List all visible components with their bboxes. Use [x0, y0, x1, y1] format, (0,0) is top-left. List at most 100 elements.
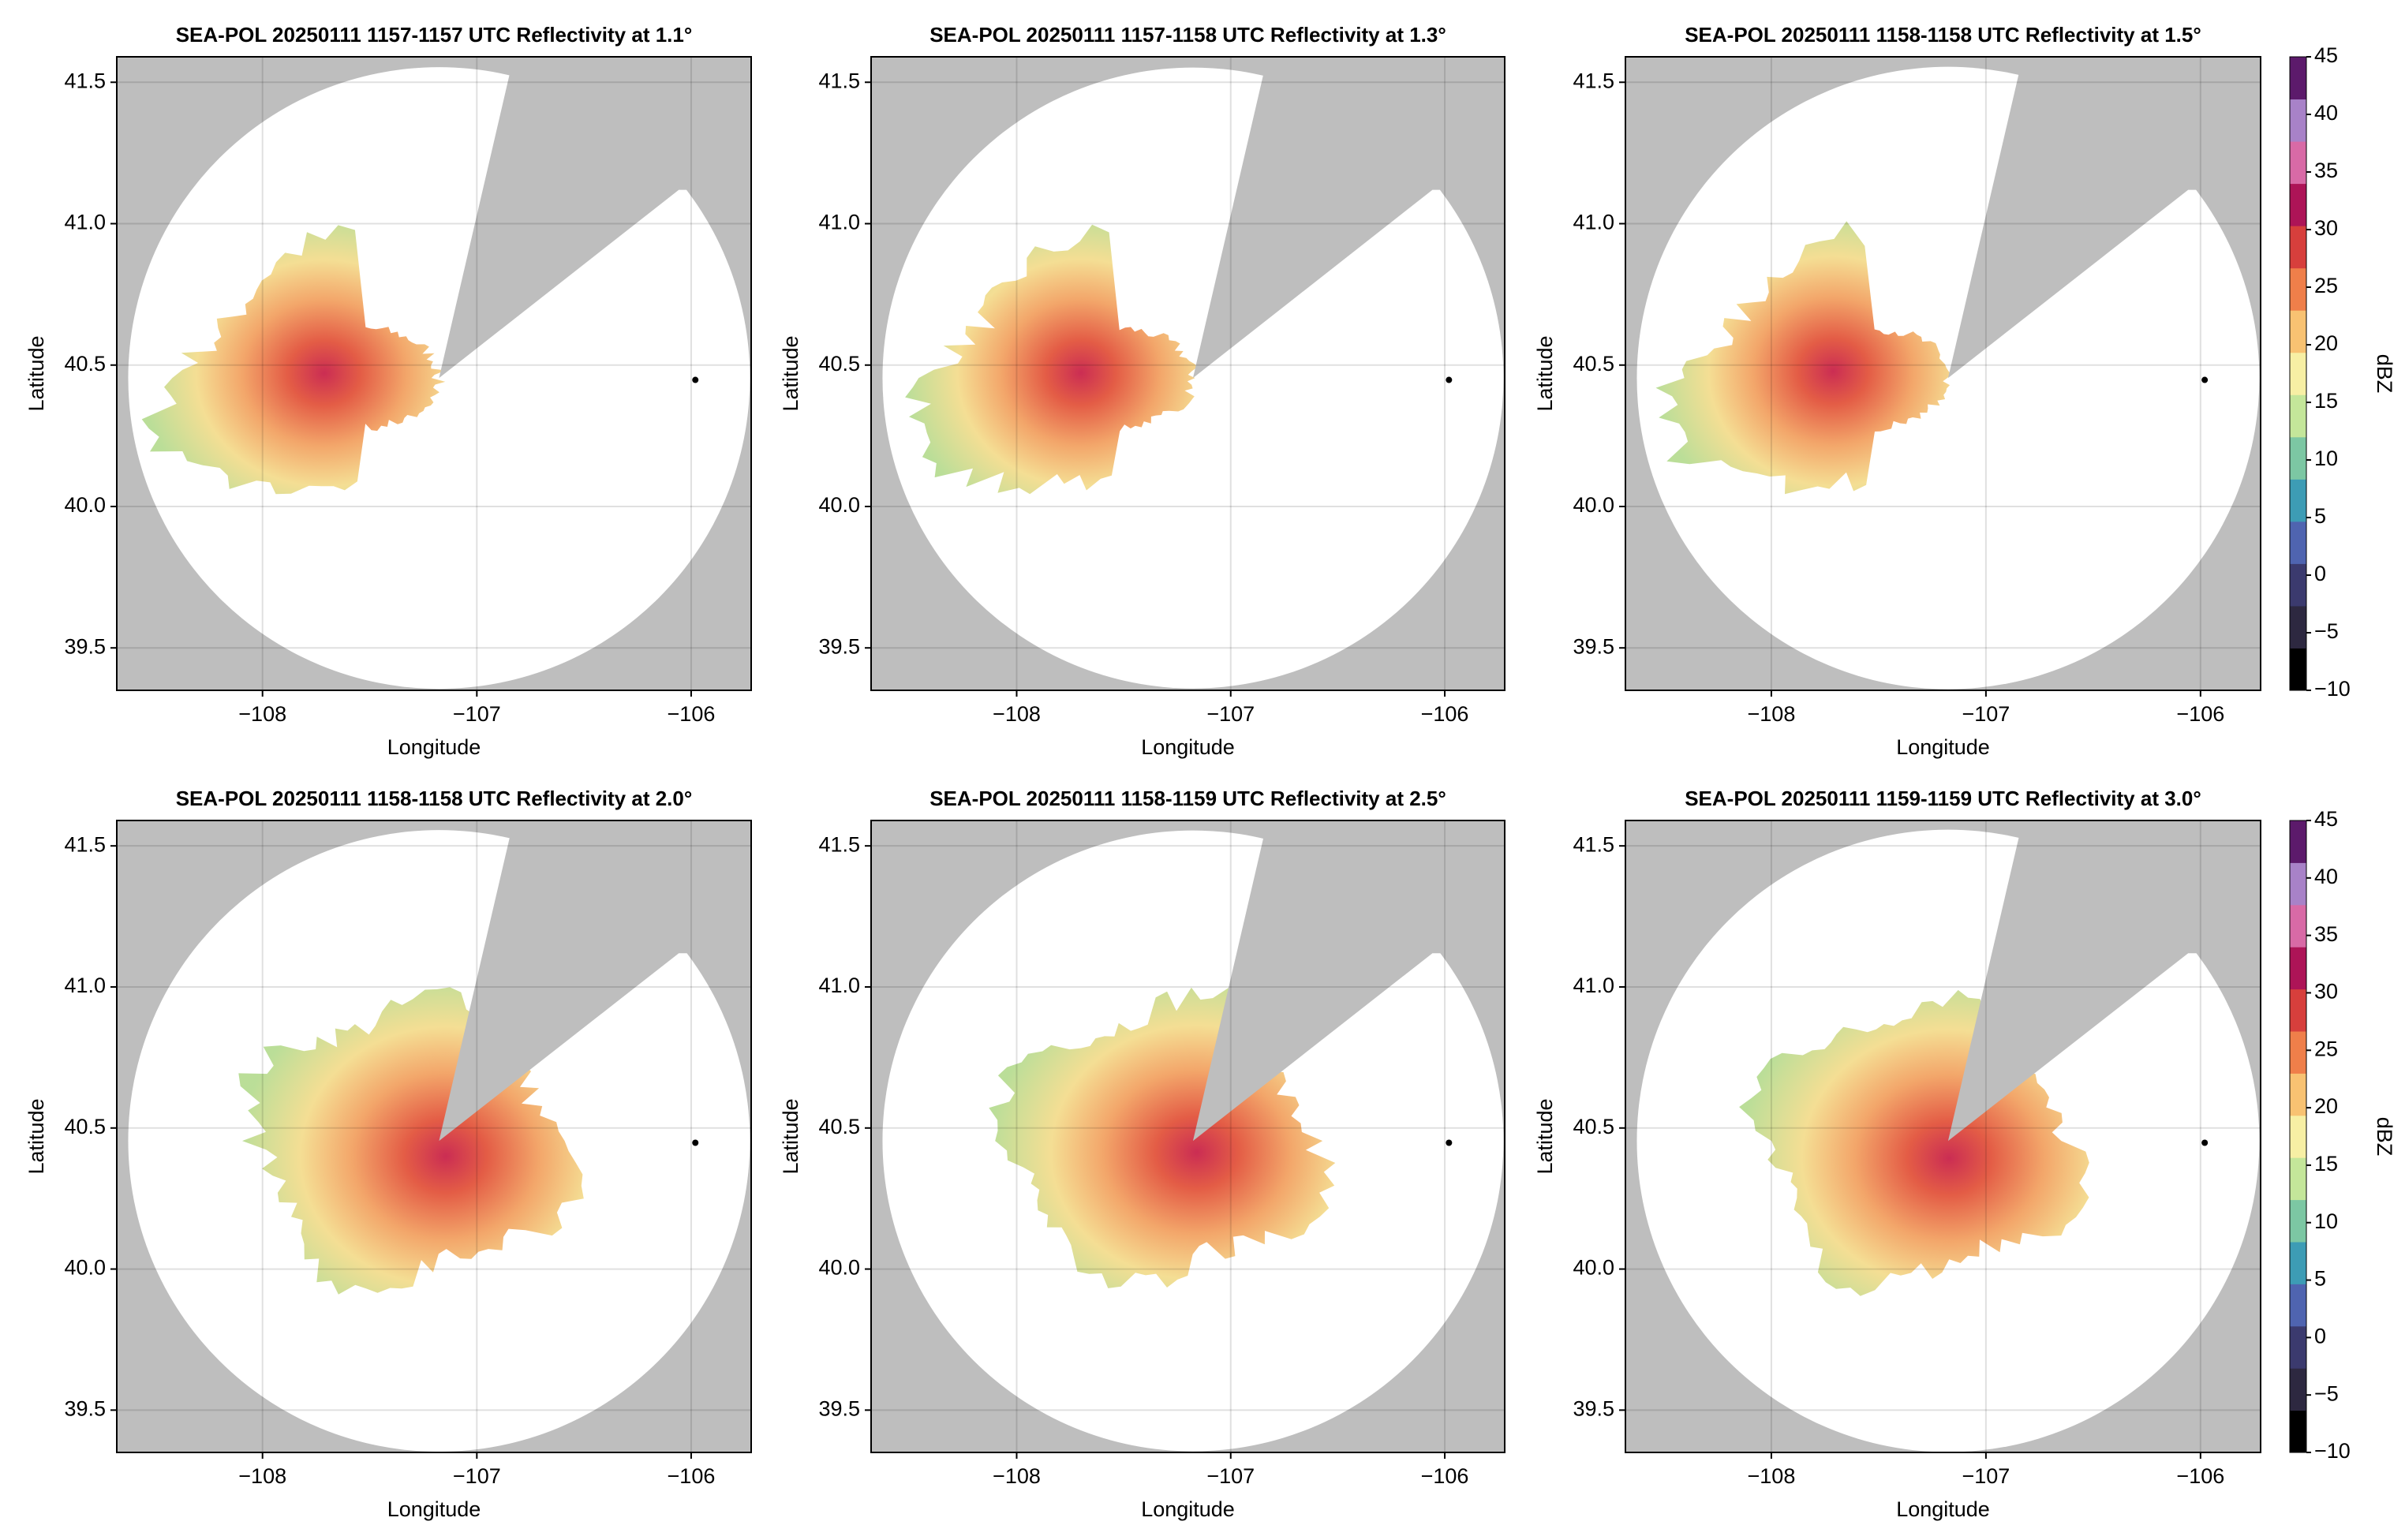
y-tick-label: 41.5: [818, 69, 860, 92]
y-tick-label: 40.0: [64, 493, 106, 517]
colorbar-bin: [2290, 394, 2306, 438]
chart-title: SEA-POL 20250111 1158-1158 UTC Reflectiv…: [176, 787, 693, 810]
y-tick-label: 41.5: [64, 832, 106, 856]
blocked-sector: [439, 57, 751, 379]
colorbar-bin: [2290, 904, 2306, 948]
reflectivity-echo: [1655, 221, 1951, 495]
y-axis-label: Latitude: [1533, 1098, 1557, 1174]
site-marker: [1446, 376, 1453, 383]
y-tick-label: 40.5: [1573, 352, 1614, 376]
plot-area: [1625, 57, 2261, 690]
y-axis-label: Latitude: [779, 1098, 802, 1174]
y-tick-label: 41.0: [64, 974, 106, 997]
y-tick-label: 41.0: [64, 211, 106, 234]
colorbar-bin: [2290, 605, 2306, 649]
plot-area: [117, 57, 751, 690]
colorbar-bin: [2290, 1115, 2306, 1158]
colorbar-tick-label: 0: [2314, 562, 2326, 585]
colorbar-tick-label: 25: [2314, 1037, 2338, 1060]
colorbar-bin: [2290, 226, 2306, 269]
x-axis-label: Longitude: [1141, 735, 1235, 759]
colorbar-bin: [2290, 1284, 2306, 1327]
colorbar-bin: [2290, 183, 2306, 226]
colorbar-bin: [2290, 1157, 2306, 1201]
colorbar-tick-label: −5: [2314, 1381, 2339, 1405]
blocked-sector: [439, 820, 751, 1142]
blocked-sector: [1192, 57, 1505, 379]
panel: −108 −107 −106 39.5 40.0 40.5 41.0 41.5 SEA-POL …: [24, 23, 752, 759]
colorbar-bin: [2290, 563, 2306, 607]
colorbar-bin: [2290, 57, 2306, 100]
x-tick-label: −107: [1206, 1464, 1255, 1488]
x-tick-label: −107: [1962, 1464, 2010, 1488]
colorbar-tick-label: −10: [2314, 677, 2351, 701]
x-tick-label: −106: [668, 702, 716, 726]
y-tick-label: 41.0: [818, 211, 860, 234]
y-tick-label: 41.5: [1573, 832, 1614, 856]
x-tick-label: −108: [1748, 1464, 1796, 1488]
colorbar-frame: [2289, 820, 2307, 1453]
colorbar-bin: [2290, 141, 2306, 185]
colorbar-tick-label: 5: [2314, 1267, 2326, 1291]
panel: −108 −107 −106 39.5 40.0 40.5 41.0 41.5 SEA-POL …: [24, 787, 752, 1521]
frame: [870, 56, 1505, 691]
chart-title: SEA-POL 20250111 1158-1158 UTC Reflectiv…: [1685, 23, 2201, 47]
x-tick-label: −106: [1421, 1464, 1469, 1488]
colorbar-bin: [2290, 820, 2306, 863]
x-tick-label: −107: [453, 702, 501, 726]
colorbar-tick-label: 35: [2314, 922, 2338, 946]
colorbar-bin: [2290, 1073, 2306, 1116]
site-marker: [1446, 1139, 1453, 1146]
x-axis-label: Longitude: [1896, 735, 1990, 759]
x-tick-label: −108: [993, 1464, 1041, 1488]
reflectivity-echo: [141, 225, 446, 495]
y-tick-label: 40.0: [818, 1256, 860, 1280]
colorbar-tick-label: 45: [2314, 807, 2338, 831]
panel: −108 −107 −106 39.5 40.0 40.5 41.0 41.5 SEA-POL …: [1533, 787, 2396, 1521]
colorbar-bin: [2290, 989, 2306, 1032]
colorbar-bin: [2290, 436, 2306, 480]
y-tick-label: 39.5: [64, 634, 106, 658]
y-tick-label: 39.5: [818, 634, 860, 658]
y-axis-label: Latitude: [24, 1098, 48, 1174]
y-tick-label: 41.0: [818, 974, 860, 997]
y-tick-label: 40.5: [818, 352, 860, 376]
y-tick-label: 40.5: [1573, 1115, 1614, 1138]
chart-title: SEA-POL 20250111 1159-1159 UTC Reflectiv…: [1685, 787, 2201, 810]
colorbar-tick-label: 25: [2314, 274, 2338, 297]
chart-title: SEA-POL 20250111 1157-1158 UTC Reflectiv…: [929, 23, 1446, 47]
y-tick-label: 41.5: [818, 832, 860, 856]
plot-area: [1625, 820, 2261, 1452]
x-axis-label: Longitude: [387, 735, 481, 759]
y-tick-label: 40.5: [64, 1115, 106, 1138]
plot-area: [871, 57, 1505, 690]
x-tick-label: −106: [2176, 1464, 2224, 1488]
site-marker: [2201, 376, 2209, 383]
colorbar-tick-label: 5: [2314, 504, 2326, 528]
reflectivity-echo: [905, 224, 1199, 495]
x-axis-label: Longitude: [387, 1497, 481, 1521]
colorbar-tick-label: 40: [2314, 101, 2338, 125]
colorbar-tick-label: 30: [2314, 980, 2338, 1004]
colorbar-tick-label: −10: [2314, 1439, 2351, 1463]
colorbar-bin: [2290, 862, 2306, 906]
colorbar-bin: [2290, 1410, 2306, 1453]
colorbar-bin: [2290, 521, 2306, 564]
chart-title: SEA-POL 20250111 1157-1157 UTC Reflectiv…: [176, 23, 693, 47]
x-tick-label: −107: [453, 1464, 501, 1488]
y-tick-label: 39.5: [818, 1396, 860, 1420]
colorbar-tick-label: 15: [2314, 1152, 2338, 1176]
x-tick-label: −106: [668, 1464, 716, 1488]
y-tick-label: 41.0: [1573, 211, 1614, 234]
frame: [870, 820, 1505, 1453]
y-tick-label: 41.5: [1573, 69, 1614, 92]
y-tick-label: 40.5: [818, 1115, 860, 1138]
x-tick-label: −106: [1421, 702, 1469, 726]
site-marker: [692, 1139, 699, 1146]
colorbar-bin: [2290, 267, 2306, 311]
blocked-sector: [1947, 57, 2261, 379]
colorbar-tick-label: 20: [2314, 331, 2338, 355]
frame: [116, 820, 752, 1453]
y-axis-label: Latitude: [779, 335, 802, 411]
colorbar-tick-label: 35: [2314, 159, 2338, 182]
